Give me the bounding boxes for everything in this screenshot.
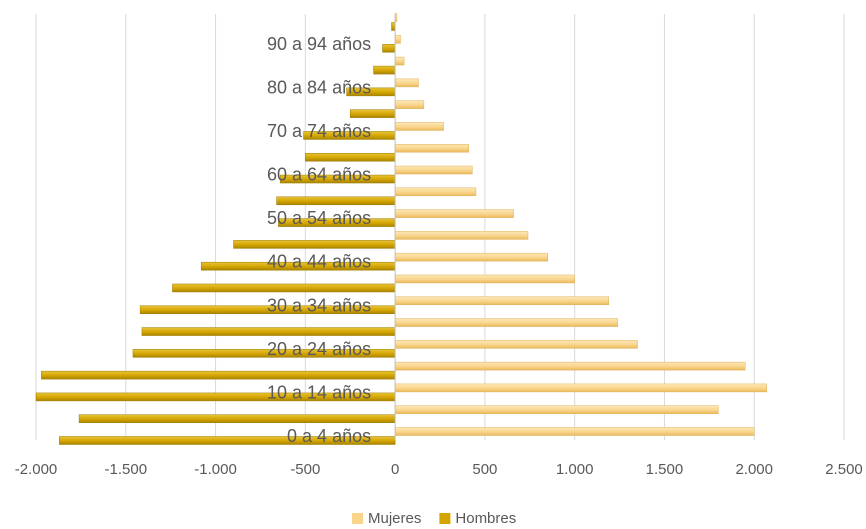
legend-swatch-hombres [439, 513, 451, 524]
bar-mujeres-6 [394, 296, 610, 306]
category-label: 70 a 74 años [267, 121, 371, 141]
bar-mujeres-1 [394, 405, 719, 414]
legend: Mujeres Hombres [352, 510, 516, 527]
bar-hombres-7 [172, 283, 396, 293]
bar-mujeres-0 [394, 427, 755, 436]
bar-mujeres-17 [394, 56, 405, 66]
bar-hombres-19 [391, 22, 396, 31]
x-tick-label: 2.500 [825, 461, 863, 478]
legend-swatch-mujeres [352, 513, 363, 524]
category-label: 10 a 14 años [267, 382, 371, 402]
category-label: 50 a 54 años [267, 208, 371, 228]
x-tick-label: 1.500 [646, 461, 684, 478]
x-tick-label: -500 [290, 461, 320, 478]
x-tick-label: 1.000 [556, 461, 594, 478]
gridlines [35, 14, 845, 440]
bar-mujeres-2 [394, 383, 768, 393]
category-label: 0 a 4 años [287, 426, 371, 446]
bar-mujeres-9 [394, 231, 529, 240]
legend-label-hombres: Hombres [455, 510, 516, 527]
category-label: 80 a 84 años [267, 77, 371, 97]
x-tick-label: 2.000 [735, 461, 773, 478]
bar-mujeres-3 [394, 361, 746, 371]
category-label: 90 a 94 años [267, 34, 371, 54]
bar-mujeres-8 [394, 252, 548, 262]
bar-hombres-0 [59, 436, 396, 445]
bar-hombres-18 [382, 44, 396, 53]
bar-hombres-15 [349, 109, 396, 118]
category-label: 30 a 34 años [267, 295, 371, 315]
category-label: 40 a 44 años [267, 252, 371, 272]
bar-hombres-1 [78, 414, 396, 423]
bar-hombres-17 [373, 65, 396, 75]
category-label: 60 a 64 años [267, 165, 371, 185]
bar-hombres-3 [41, 370, 396, 380]
bar-mujeres-16 [394, 78, 419, 88]
bars [35, 13, 768, 445]
bar-mujeres-4 [394, 340, 638, 349]
bar-hombres-13 [305, 152, 396, 162]
bar-mujeres-7 [394, 274, 575, 284]
bar-mujeres-12 [394, 165, 473, 175]
bar-mujeres-18 [394, 35, 401, 44]
legend-label-mujeres: Mujeres [368, 510, 421, 527]
x-tick-label: -1.500 [105, 461, 148, 478]
bar-mujeres-10 [394, 209, 514, 218]
x-tick-label: -1.000 [194, 461, 237, 478]
x-tick-label: 500 [472, 461, 497, 478]
bar-mujeres-13 [394, 143, 469, 153]
bar-hombres-9 [233, 240, 396, 249]
bar-hombres-11 [276, 196, 396, 206]
bar-mujeres-15 [394, 100, 425, 109]
category-labels: 0 a 4 años 10 a 14 años 20 a 24 años 30 a 3… [267, 34, 371, 446]
x-tick-label: -2.000 [15, 461, 58, 478]
bar-hombres-5 [141, 327, 396, 336]
bar-mujeres-11 [394, 187, 477, 197]
bar-mujeres-14 [394, 122, 444, 131]
x-tick-labels: -2.000 -1.500 -1.000 -500 0 500 1.000 1.500 2.00… [15, 461, 863, 478]
bar-mujeres-5 [394, 318, 619, 327]
x-tick-label: 0 [391, 461, 399, 478]
category-label: 20 a 24 años [267, 339, 371, 359]
